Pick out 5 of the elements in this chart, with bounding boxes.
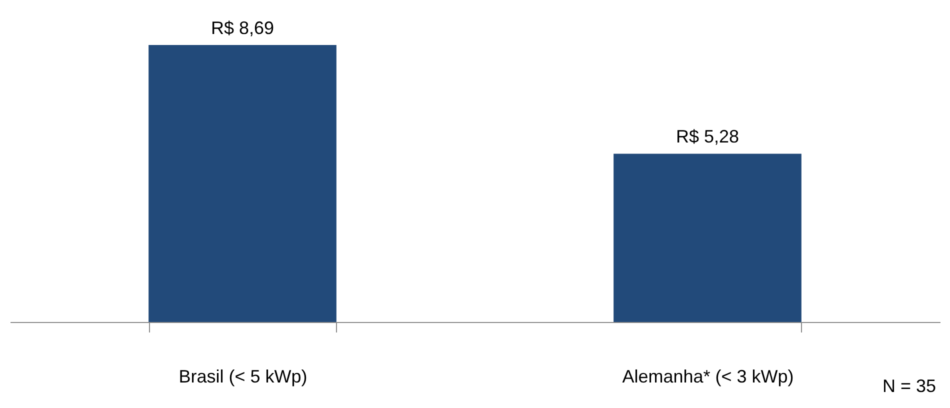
text: N = 35 <box>882 376 936 397</box>
data-label: R$ 8,69 <box>210 18 274 38</box>
x-tick-label: Brasil (< 5 kWp) <box>178 366 308 386</box>
x-tick-label: Alemanha* (< 3 kWp) <box>622 366 794 386</box>
data-label: R$ 5,28 <box>676 126 740 147</box>
